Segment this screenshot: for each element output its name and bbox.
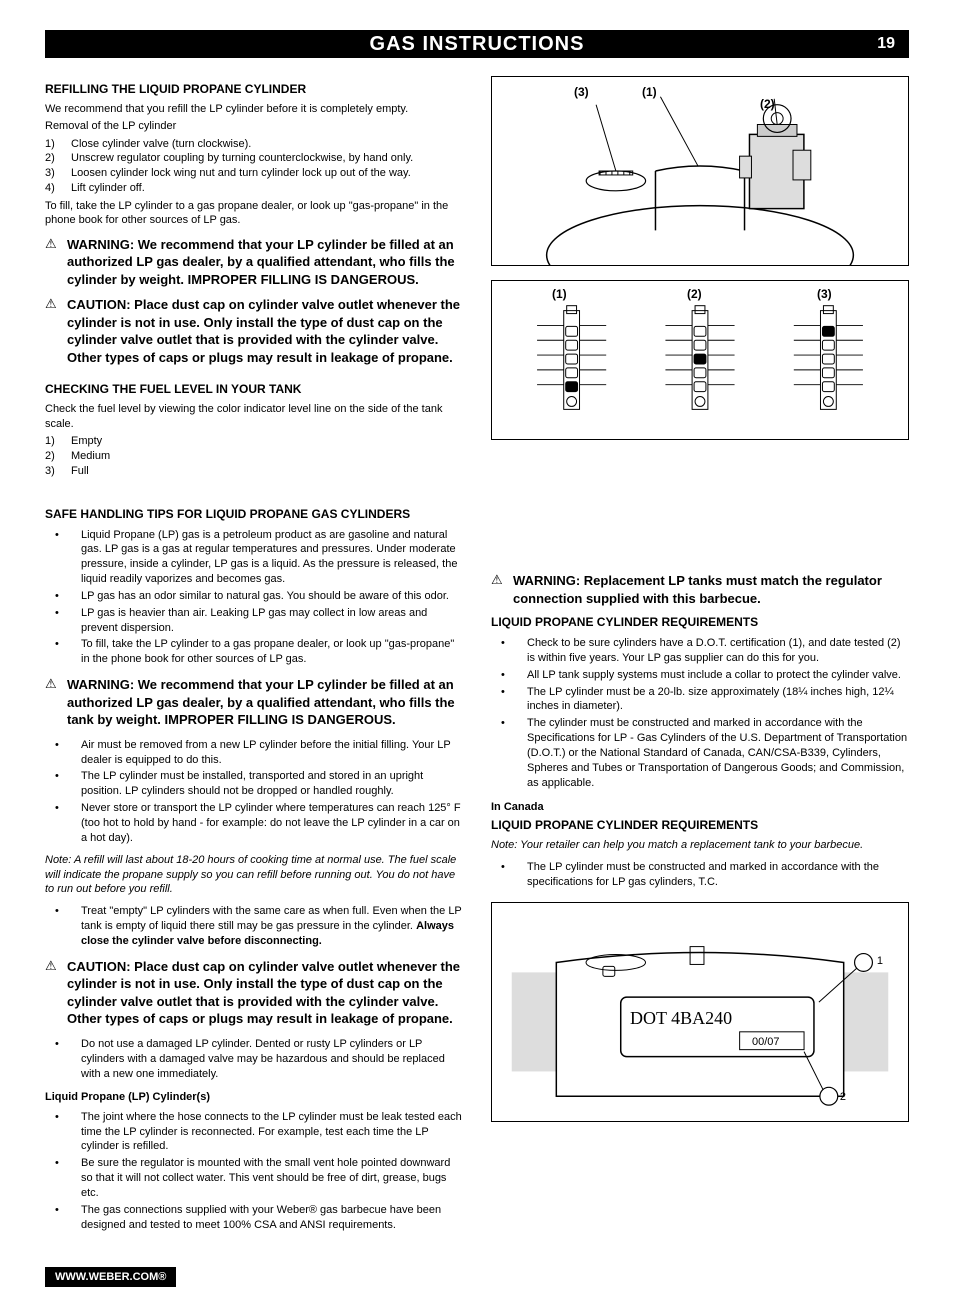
warning-text: WARNING: Replacement LP tanks must match…: [513, 572, 909, 607]
callout-2: 2: [840, 1091, 846, 1103]
fig2-label-1: (1): [552, 287, 567, 301]
list-item: Be sure the regulator is mounted with th…: [81, 1156, 463, 1201]
safe-bullets-4: Do not use a damaged LP cylinder. Dented…: [45, 1036, 463, 1083]
check-intro: Check the fuel level by viewing the colo…: [45, 402, 463, 431]
dot-label: DOT 4BA240: [630, 1008, 732, 1029]
caution-text: CAUTION: Place dust cap on cylinder valv…: [67, 296, 463, 366]
list-item: LP gas has an odor similar to natural ga…: [81, 589, 449, 604]
warning-text: WARNING: We recommend that your LP cylin…: [67, 676, 463, 729]
list-item: The joint where the hose connects to the…: [81, 1110, 463, 1155]
list-item: Check to be sure cylinders have a D.O.T.…: [527, 636, 909, 666]
refill-heading: REFILLING THE LIQUID PROPANE CYLINDER: [45, 82, 463, 96]
list-item: To fill, take the LP cylinder to a gas p…: [81, 637, 463, 667]
refill-warning-1: ⚠ WARNING: We recommend that your LP cyl…: [45, 236, 463, 289]
safe-bullets-1: Liquid Propane (LP) gas is a petroleum p…: [45, 527, 463, 669]
fig2-label-3: (3): [817, 287, 832, 301]
list-item: The LP cylinder must be a 20-lb. size ap…: [527, 685, 909, 715]
list-item: The LP cylinder must be constructed and …: [527, 860, 909, 890]
refill-intro-2: Removal of the LP cylinder: [45, 119, 463, 133]
fig1-label-2: (2): [760, 97, 775, 111]
list-item: Never store or transport the LP cylinder…: [81, 801, 463, 846]
canada-heading: In Canada: [491, 800, 909, 814]
refill-intro-1: We recommend that you refill the LP cyli…: [45, 102, 463, 116]
level-2: Medium: [71, 449, 110, 464]
req-bullets: Check to be sure cylinders have a D.O.T.…: [491, 635, 909, 791]
warning-icon: ⚠: [491, 572, 513, 607]
right-column: (1) (2) (3): [491, 76, 909, 1237]
safe-bullets-5: The joint where the hose connects to the…: [45, 1109, 463, 1234]
warning-icon: ⚠: [45, 296, 67, 366]
fuel-levels: 1)Empty 2)Medium 3)Full: [45, 434, 463, 479]
header-bar: GAS INSTRUCTIONS 19: [45, 30, 909, 58]
fig2-label-2: (2): [687, 287, 702, 301]
caution-text: CAUTION: Place dust cap on cylinder valv…: [67, 958, 463, 1028]
safe-heading: SAFE HANDLING TIPS FOR LIQUID PROPANE GA…: [45, 507, 463, 521]
list-item: All LP tank supply systems must include …: [527, 668, 901, 683]
check-heading: CHECKING THE FUEL LEVEL IN YOUR TANK: [45, 382, 463, 396]
left-column: REFILLING THE LIQUID PROPANE CYLINDER We…: [45, 76, 463, 1237]
list-item: Treat "empty" LP cylinders with the same…: [81, 904, 463, 949]
list-item: Do not use a damaged LP cylinder. Dented…: [81, 1037, 463, 1082]
figure-tank-valve: (1) (2) (3): [491, 76, 909, 266]
fig1-label-3: (3): [574, 85, 589, 99]
fig1-label-1: (1): [642, 85, 657, 99]
figure-dot-label: DOT 4BA240 00/07 1 2: [491, 902, 909, 1122]
step-3: Loosen cylinder lock wing nut and turn c…: [71, 166, 411, 181]
lp-cylinder-subheading: Liquid Propane (LP) Cylinder(s): [45, 1090, 463, 1104]
replacement-warning: ⚠ WARNING: Replacement LP tanks must mat…: [491, 572, 909, 607]
callout-1: 1: [877, 955, 883, 967]
warning-icon: ⚠: [45, 676, 67, 729]
safe-bullets-3: Treat "empty" LP cylinders with the same…: [45, 903, 463, 950]
list-item: Liquid Propane (LP) gas is a petroleum p…: [81, 528, 463, 587]
list-item: Air must be removed from a new LP cylind…: [81, 738, 463, 768]
step-1: Close cylinder valve (turn clockwise).: [71, 137, 251, 152]
step-4: Lift cylinder off.: [71, 181, 145, 196]
warning-text: WARNING: We recommend that your LP cylin…: [67, 236, 463, 289]
list-item: The cylinder must be constructed and mar…: [527, 716, 909, 790]
safe-warning-1: ⚠ WARNING: We recommend that your LP cyl…: [45, 676, 463, 729]
list-item: The LP cylinder must be installed, trans…: [81, 769, 463, 799]
canada-req-heading: LIQUID PROPANE CYLINDER REQUIREMENTS: [491, 818, 909, 832]
warning-icon: ⚠: [45, 236, 67, 289]
list-item: LP gas is heavier than air. Leaking LP g…: [81, 606, 463, 636]
warning-icon: ⚠: [45, 958, 67, 1028]
step-2: Unscrew regulator coupling by turning co…: [71, 151, 413, 166]
list-item: The gas connections supplied with your W…: [81, 1203, 463, 1233]
level-1: Empty: [71, 434, 102, 449]
removal-steps: 1)Close cylinder valve (turn clockwise).…: [45, 137, 463, 196]
req-heading: LIQUID PROPANE CYLINDER REQUIREMENTS: [491, 615, 909, 629]
content-columns: REFILLING THE LIQUID PROPANE CYLINDER We…: [45, 76, 909, 1237]
page-title: GAS INSTRUCTIONS: [370, 33, 585, 56]
refill-fill-note: To fill, take the LP cylinder to a gas p…: [45, 199, 463, 228]
refill-duration-note: Note: A refill will last about 18-20 hou…: [45, 853, 463, 898]
footer-url: WWW.WEBER.COM®: [45, 1267, 176, 1287]
safe-caution-1: ⚠ CAUTION: Place dust cap on cylinder va…: [45, 958, 463, 1028]
canada-note: Note: Your retailer can help you match a…: [491, 838, 909, 853]
page-number: 19: [877, 35, 895, 53]
canada-bullets: The LP cylinder must be constructed and …: [491, 859, 909, 891]
refill-caution-1: ⚠ CAUTION: Place dust cap on cylinder va…: [45, 296, 463, 366]
level-3: Full: [71, 464, 89, 479]
dot-date: 00/07: [752, 1036, 780, 1048]
figure-fuel-gauges: (1) (2) (3): [491, 280, 909, 440]
safe-bullets-2: Air must be removed from a new LP cylind…: [45, 737, 463, 847]
